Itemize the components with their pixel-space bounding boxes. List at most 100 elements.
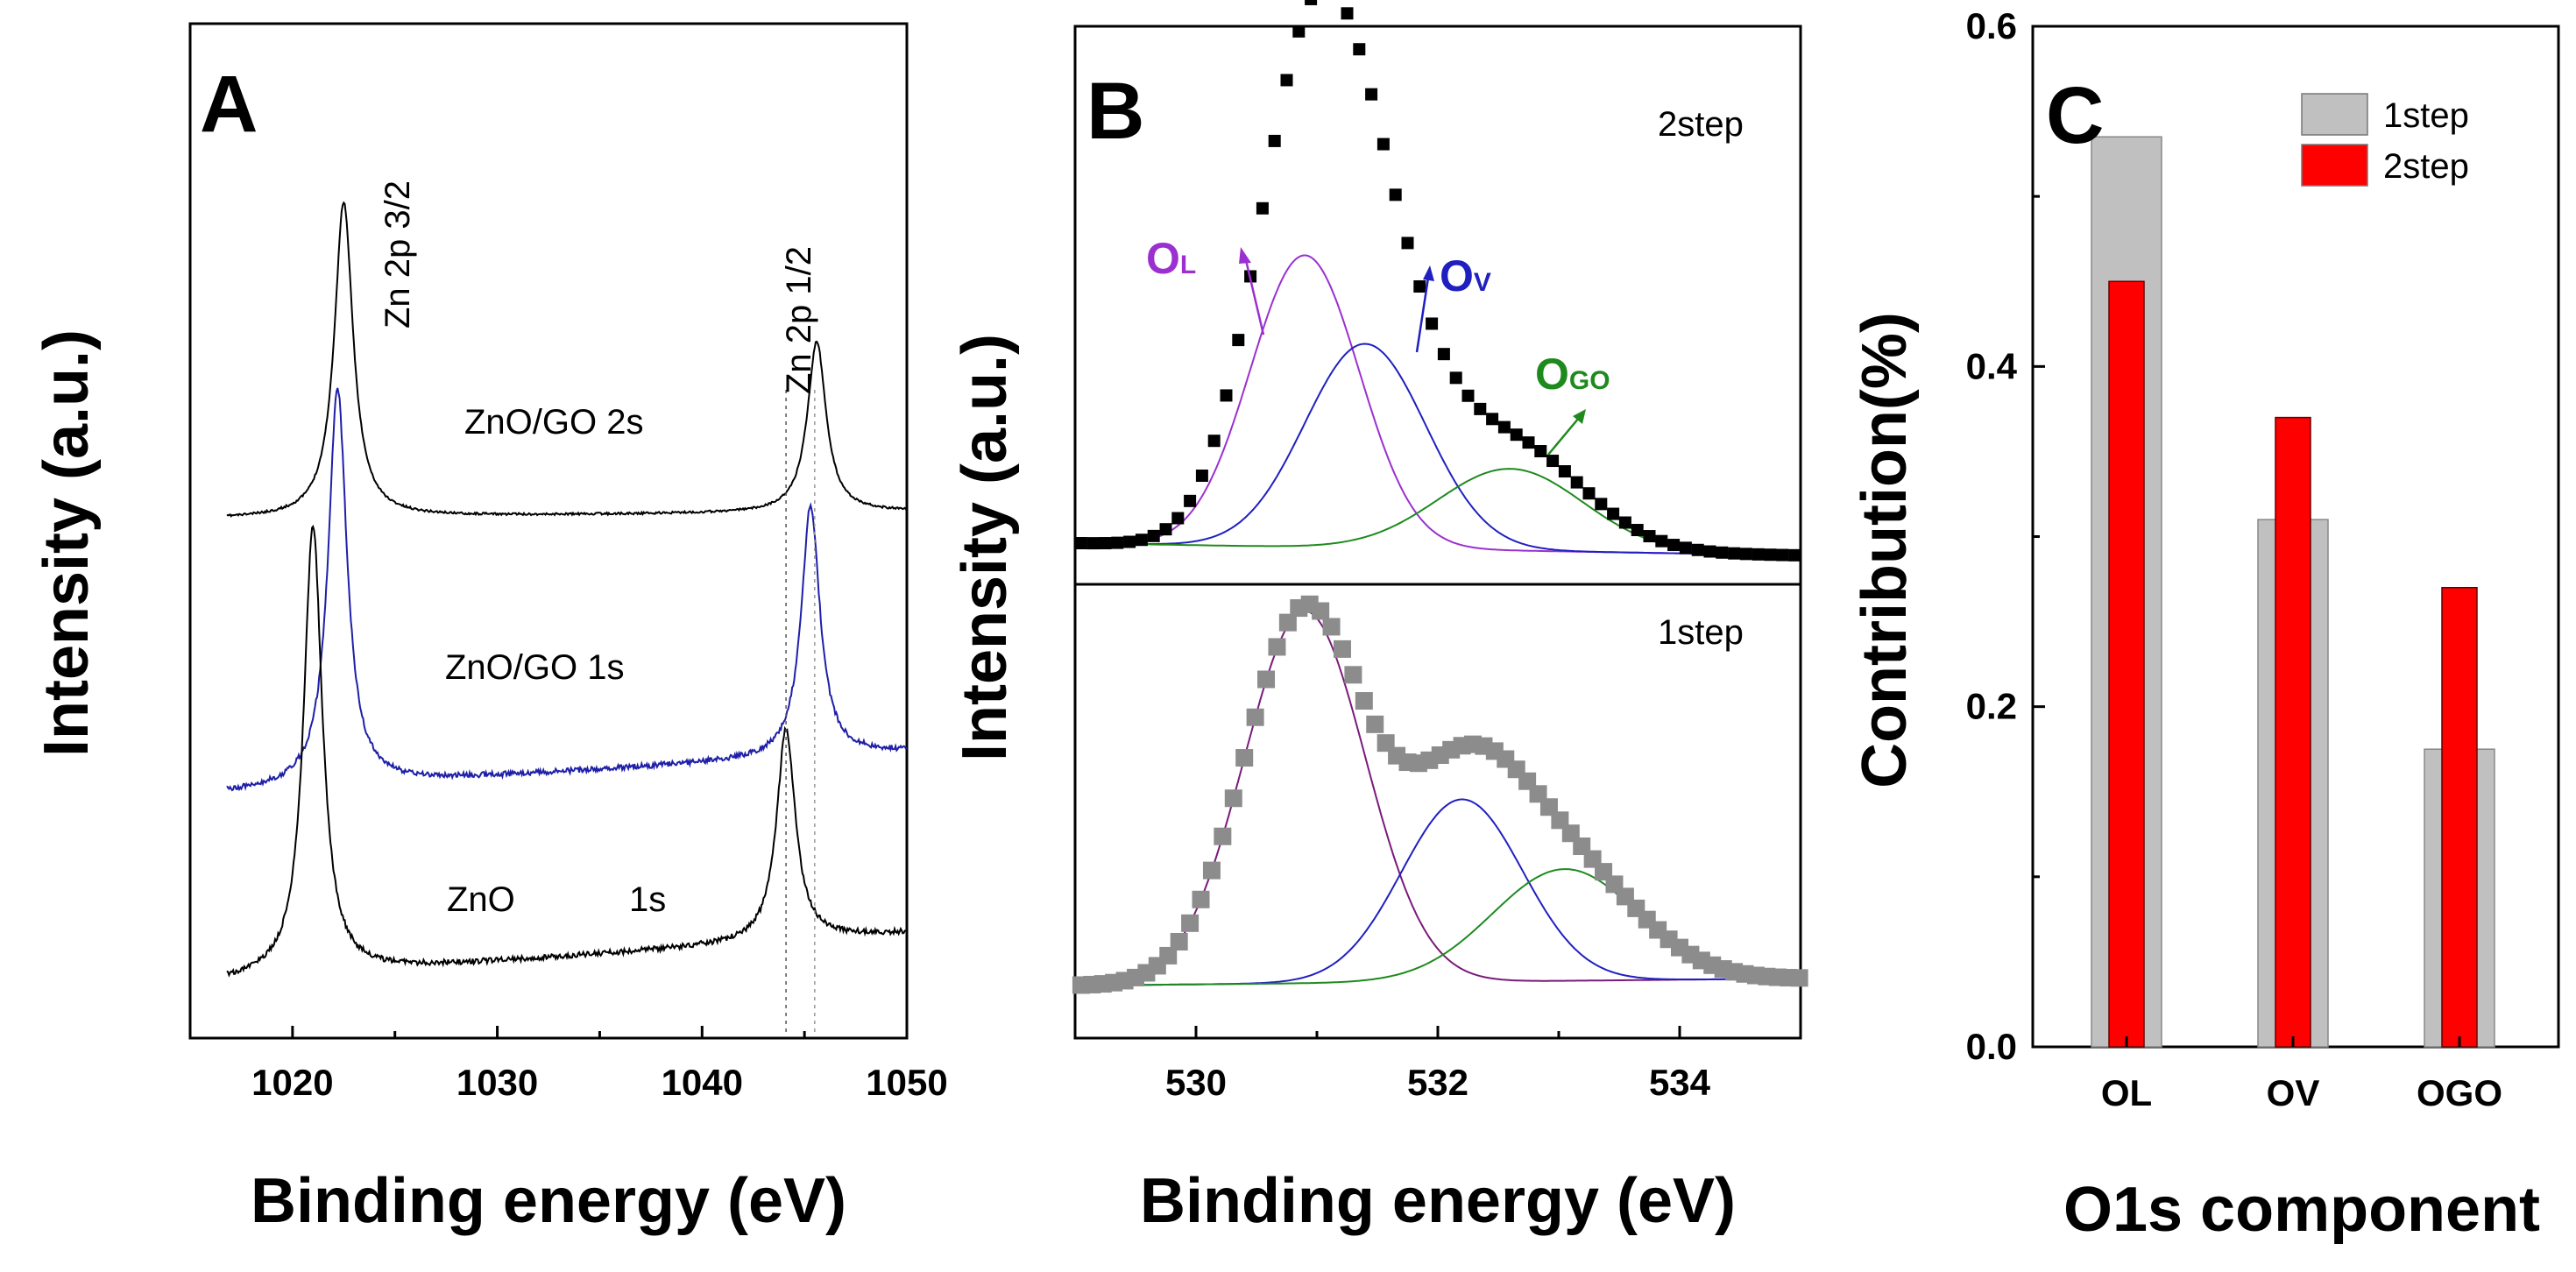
subplot-label-2step: 2step	[1658, 105, 1744, 144]
panel-a: 1020 1030 1040 1050 A Zn 2p 3/2 Zn 2p 1/2 Z…	[32, 22, 948, 1236]
annotation-ov-arrow	[1415, 277, 1430, 353]
data-point	[1192, 890, 1210, 908]
data-point	[1401, 237, 1414, 250]
data-point	[1184, 494, 1197, 507]
annotation-ov: OV	[1440, 251, 1491, 300]
legend-label-1step: 1step	[2383, 96, 2469, 135]
annotation-ol-main: O	[1146, 234, 1180, 283]
data-point	[1353, 43, 1366, 56]
x-tick-label-OL: OL	[2101, 1072, 2152, 1113]
panel-a-ticks: 1020 1030 1040 1050	[188, 1026, 948, 1103]
annotation-ol-arrowhead	[1239, 247, 1251, 264]
data-point	[1220, 389, 1233, 402]
data-point	[1643, 530, 1656, 543]
data-point	[1534, 445, 1547, 458]
data-point	[1232, 334, 1245, 347]
x-tick-label-530: 530	[1165, 1062, 1227, 1103]
data-point	[1159, 946, 1178, 965]
data-point	[1703, 545, 1716, 558]
data-point	[1159, 523, 1172, 536]
x-tick-label-1050: 1050	[866, 1062, 947, 1103]
data-point	[1214, 827, 1232, 845]
data-point	[1655, 534, 1668, 548]
series-label-zno-1s: 1s	[629, 880, 666, 919]
series-label-zno-go-1s: ZnO/GO 1s	[445, 648, 625, 687]
bar-2step-OV	[2275, 416, 2311, 1048]
data-point	[1426, 317, 1439, 330]
panel-a-curves	[226, 201, 908, 1034]
data-point	[1376, 138, 1390, 151]
data-point	[1691, 543, 1704, 556]
panel-b-letter: B	[1086, 67, 1144, 156]
annotation-ogo-arrowhead	[1573, 409, 1586, 424]
data-point	[1389, 188, 1402, 201]
panel-b: 530 532 534 B 2step 1step OL OV OGO Bindin…	[950, 0, 1808, 1236]
data-point	[1486, 413, 1499, 426]
annotation-ol-sub: L	[1180, 251, 1196, 279]
bar-2step-OGO	[2441, 587, 2478, 1048]
panel-b-ticks: 530 532 534	[1073, 1026, 1802, 1103]
panel-a-letter: A	[200, 60, 258, 149]
data-point	[1449, 371, 1462, 385]
data-point	[1305, 0, 1318, 5]
annotation-ogo-sub: GO	[1569, 366, 1610, 395]
panel-c-ticks: OL OV OGO 0.0 0.2 0.4 0.6	[1966, 5, 2502, 1113]
data-point	[1257, 670, 1276, 689]
data-point	[1752, 548, 1765, 561]
data-point	[1716, 546, 1729, 559]
data-point	[1607, 507, 1620, 520]
data-point	[1461, 389, 1475, 402]
data-point	[1355, 692, 1373, 710]
panel-a-xlabel: Binding energy (eV)	[251, 1166, 846, 1236]
annotation-ogo: OGO	[1535, 350, 1610, 399]
data-point	[1268, 134, 1281, 147]
legend-swatch-2step	[2301, 144, 2368, 187]
data-point	[1147, 529, 1160, 542]
panel-a-ylabel: Intensity (a.u.)	[32, 329, 102, 757]
data-point	[1764, 548, 1777, 562]
data-point	[1207, 435, 1221, 448]
data-point	[1256, 201, 1269, 215]
data-point	[1333, 640, 1351, 658]
data-point	[1344, 666, 1362, 684]
data-point	[1788, 548, 1801, 562]
panel-c-xlabel: O1s component	[2063, 1175, 2540, 1245]
subplot-label-1step: 1step	[1658, 613, 1744, 652]
data-point	[1437, 348, 1450, 361]
y-tick-label-0.4: 0.4	[1966, 345, 2018, 386]
data-point	[1202, 861, 1221, 880]
data-point	[1739, 548, 1752, 561]
legend-swatch-1step	[2301, 93, 2368, 136]
x-tick-label-1020: 1020	[251, 1062, 333, 1103]
series-curve-2	[226, 524, 908, 978]
data-point	[1074, 537, 1087, 550]
data-point	[1341, 7, 1354, 20]
data-point	[1170, 932, 1188, 950]
series-curve-0	[226, 201, 908, 518]
data-point	[1679, 541, 1692, 555]
data-point	[1123, 535, 1136, 548]
data-point	[1195, 470, 1208, 483]
panel-b-fits	[1072, 0, 1808, 994]
data-point	[1312, 602, 1330, 620]
y-tick-label-0.0: 0.0	[1966, 1026, 2017, 1067]
x-tick-label-1030: 1030	[456, 1062, 538, 1103]
annotation-ov-sub: V	[1474, 268, 1491, 297]
annotation-ol: OL	[1146, 234, 1196, 283]
data-point	[1539, 798, 1558, 816]
x-tick-label-OGO: OGO	[2417, 1072, 2502, 1113]
data-point	[1595, 498, 1608, 511]
data-point	[1268, 638, 1286, 656]
panel-c: OL OV OGO 0.0 0.2 0.4 0.6 C 1step 2step O1s co…	[1850, 5, 2560, 1245]
data-point	[1667, 539, 1681, 552]
data-point	[1086, 537, 1100, 550]
series-label-zno: ZnO	[447, 880, 515, 919]
data-point	[1365, 88, 1378, 101]
x-tick-label-OV: OV	[2267, 1072, 2320, 1113]
panel-b-ylabel: Intensity (a.u.)	[950, 334, 1020, 761]
legend-label-2step: 2step	[2383, 147, 2469, 186]
panel-c-ylabel: Contribution(%)	[1850, 312, 1920, 788]
data-point	[1728, 547, 1741, 560]
annotation-ogo-arrow	[1547, 417, 1580, 456]
panel-b-frame	[1073, 25, 1802, 1040]
